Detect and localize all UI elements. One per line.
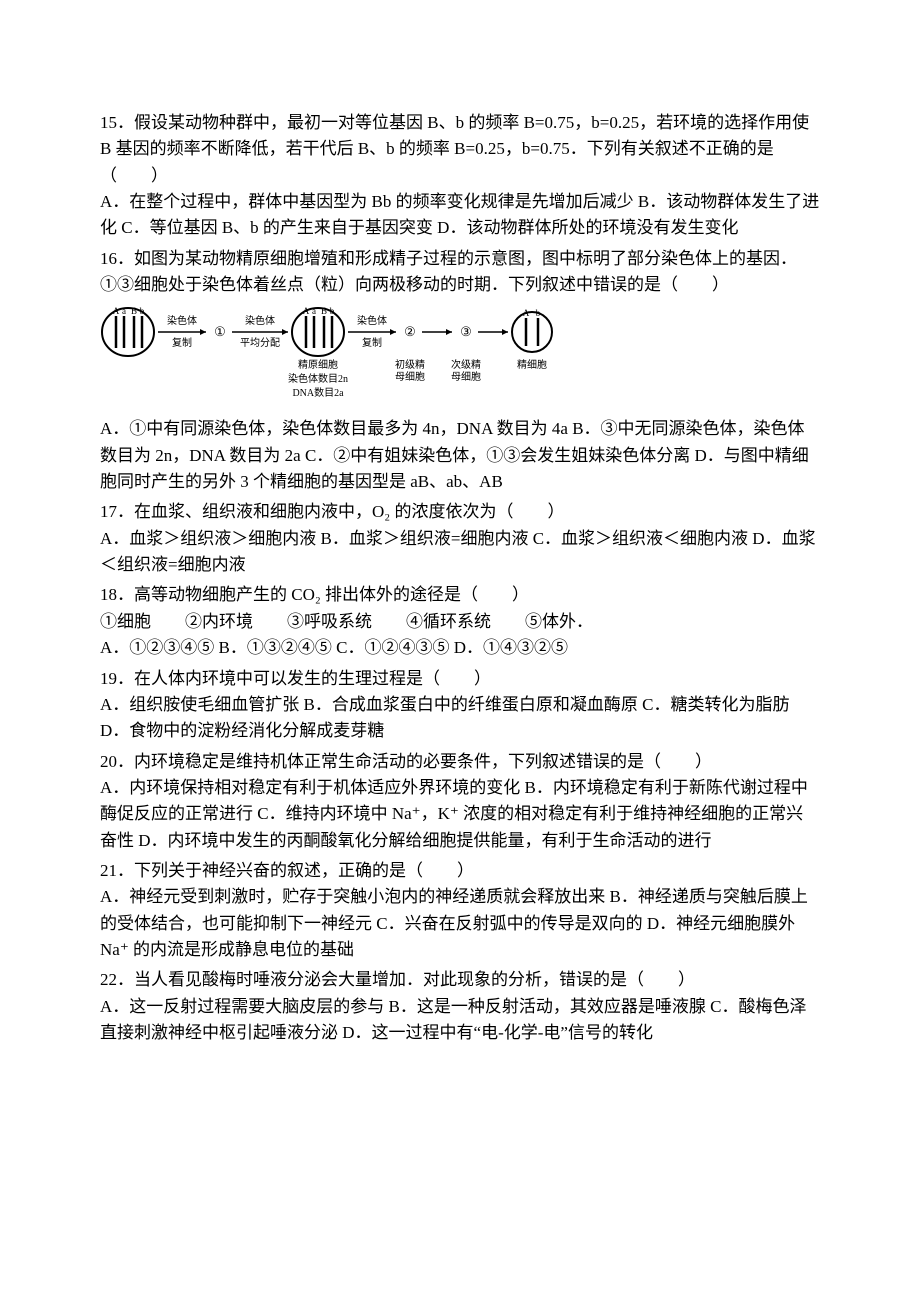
svg-text:a: a (122, 306, 126, 316)
q19-options: A．组织胺使毛细血管扩张 B．合成血浆蛋白中的纤维蛋白原和凝血酶原 C．糖类转化… (100, 695, 789, 740)
q17-options: A．血浆＞组织液＞细胞内液 B．血浆＞组织液=细胞内液 C．血浆＞组织液＜细胞内… (100, 529, 816, 574)
svg-text:b: b (330, 306, 335, 316)
question-22: 22．当人看见酸梅时唾液分泌会大量增加．对此现象的分析，错误的是（ ） A．这一… (100, 967, 820, 1046)
question-21: 21．下列关于神经兴奋的叙述，正确的是（ ） A．神经元受到刺激时，贮存于突触小… (100, 858, 820, 963)
question-19: 19．在人体内环境中可以发生的生理过程是（ ） A．组织胺使毛细血管扩张 B．合… (100, 666, 820, 745)
svg-text:精原细胞: 精原细胞 (298, 358, 338, 371)
q18-options: A．①②③④⑤ B．①③②④⑤ C．①②④③⑤ D．①④③②⑤ (100, 638, 568, 657)
svg-text:DNA数目2a: DNA数目2a (292, 386, 344, 399)
q15-options: A．在整个过程中，群体中基因型为 Bb 的频率变化规律是先增加后减少 B．该动物… (100, 192, 819, 237)
q20-stem: 20．内环境稳定是维持机体正常生命活动的必要条件，下列叙述错误的是（ ） (100, 752, 712, 771)
question-17: 17．在血浆、组织液和细胞内液中，O₂ 的浓度依次为（ ） A．血浆＞组织液＞细… (100, 499, 820, 578)
svg-text:染色体: 染色体 (245, 314, 275, 327)
q21-options: A．神经元受到刺激时，贮存于突触小泡内的神经递质就会释放出来 B．神经递质与突触… (100, 887, 808, 959)
svg-text:染色体: 染色体 (357, 314, 387, 327)
q21-stem: 21．下列关于神经兴奋的叙述，正确的是（ ） (100, 861, 474, 880)
svg-text:③: ③ (460, 324, 472, 339)
question-15: 15．假设某动物种群中，最初一对等位基因 B、b 的频率 B=0.75，b=0.… (100, 110, 820, 242)
svg-text:b: b (536, 308, 541, 318)
svg-text:b: b (140, 306, 145, 316)
question-18: 18．高等动物细胞产生的 CO₂ 排出体外的途径是（ ） ①细胞 ②内环境 ③呼… (100, 582, 820, 661)
svg-text:平均分配: 平均分配 (240, 337, 280, 349)
svg-text:母细胞: 母细胞 (451, 370, 481, 383)
svg-text:初级精: 初级精 (395, 358, 425, 371)
svg-text:②: ② (404, 324, 416, 339)
q18-stem: 18．高等动物细胞产生的 CO₂ 排出体外的途径是（ ） (100, 585, 529, 604)
q16-options: A．①中有同源染色体，染色体数目最多为 4n，DNA 数目为 4a B．③中无同… (100, 419, 809, 491)
q20-options: A．内环境保持相对稳定有利于机体适应外界环境的变化 B．内环境稳定有利于新陈代谢… (100, 778, 808, 850)
svg-text:精细胞: 精细胞 (517, 358, 547, 371)
svg-text:a: a (312, 306, 316, 316)
q16-diagram: A a B b 染色体 复制 ① 染色体 平均分配 (100, 302, 820, 412)
q15-stem: 15．假设某动物种群中，最初一对等位基因 B、b 的频率 B=0.75，b=0.… (100, 113, 809, 185)
svg-text:B: B (321, 306, 327, 316)
q22-stem: 22．当人看见酸梅时唾液分泌会大量增加．对此现象的分析，错误的是（ ） (100, 970, 695, 989)
question-16: 16．如图为某动物精原细胞增殖和形成精子过程的示意图，图中标明了部分染色体上的基… (100, 246, 820, 496)
svg-text:①: ① (214, 324, 226, 339)
svg-text:A: A (523, 308, 530, 318)
svg-text:母细胞: 母细胞 (395, 370, 425, 383)
svg-text:次级精: 次级精 (451, 358, 481, 371)
exam-page: 15．假设某动物种群中，最初一对等位基因 B、b 的频率 B=0.75，b=0.… (0, 0, 920, 1150)
svg-text:复制: 复制 (172, 336, 192, 349)
svg-text:复制: 复制 (362, 336, 382, 349)
svg-text:A: A (303, 306, 310, 316)
q17-stem: 17．在血浆、组织液和细胞内液中，O₂ 的浓度依次为（ ） (100, 502, 564, 521)
q16-stem: 16．如图为某动物精原细胞增殖和形成精子过程的示意图，图中标明了部分染色体上的基… (100, 249, 797, 294)
question-20: 20．内环境稳定是维持机体正常生命活动的必要条件，下列叙述错误的是（ ） A．内… (100, 749, 820, 854)
q22-options: A．这一反射过程需要大脑皮层的参与 B．这是一种反射活动，其效应器是唾液腺 C．… (100, 997, 806, 1042)
svg-text:染色体: 染色体 (167, 314, 197, 327)
q19-stem: 19．在人体内环境中可以发生的生理过程是（ ） (100, 669, 491, 688)
svg-text:B: B (131, 306, 137, 316)
svg-text:染色体数目2n: 染色体数目2n (288, 372, 348, 385)
q18-nums: ①细胞 ②内环境 ③呼吸系统 ④循环系统 ⑤体外． (100, 612, 593, 631)
svg-text:A: A (113, 306, 120, 316)
